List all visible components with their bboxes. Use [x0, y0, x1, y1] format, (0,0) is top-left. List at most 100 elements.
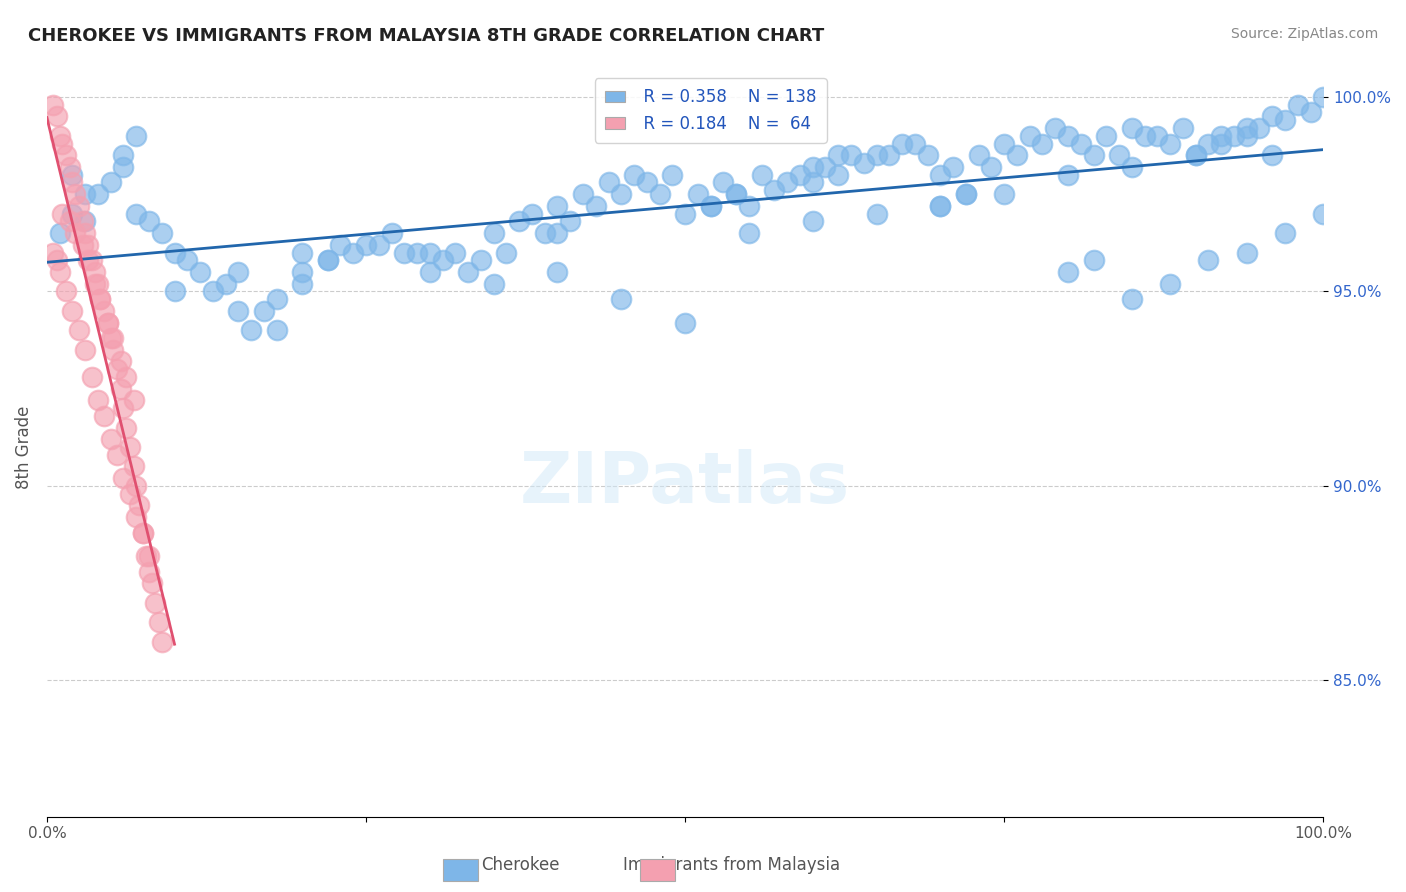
Point	[738, 199, 761, 213]
Point	[84, 277, 107, 291]
Point	[725, 187, 748, 202]
Y-axis label: 8th Grade: 8th Grade	[15, 405, 32, 489]
Point	[508, 214, 530, 228]
Point	[59, 214, 82, 228]
Point	[1057, 128, 1080, 143]
Point	[75, 187, 97, 202]
Point	[776, 176, 799, 190]
Point	[520, 206, 543, 220]
Point	[980, 160, 1002, 174]
Point	[419, 265, 441, 279]
Point	[546, 199, 568, 213]
Point	[929, 199, 952, 213]
Point	[917, 148, 939, 162]
Point	[75, 214, 97, 228]
Point	[801, 176, 824, 190]
Point	[80, 370, 103, 384]
Point	[1171, 121, 1194, 136]
Point	[266, 323, 288, 337]
Point	[839, 148, 862, 162]
Point	[801, 160, 824, 174]
Point	[93, 303, 115, 318]
Text: Source: ZipAtlas.com: Source: ZipAtlas.com	[1230, 27, 1378, 41]
Point	[329, 237, 352, 252]
Point	[482, 226, 505, 240]
Point	[55, 285, 77, 299]
Point	[1108, 148, 1130, 162]
Point	[131, 525, 153, 540]
Point	[763, 183, 786, 197]
Point	[125, 206, 148, 220]
Point	[75, 226, 97, 240]
Point	[533, 226, 555, 240]
Point	[122, 393, 145, 408]
Point	[138, 565, 160, 579]
Point	[827, 148, 849, 162]
Point	[686, 187, 709, 202]
Point	[1121, 121, 1143, 136]
Point	[291, 277, 314, 291]
Point	[380, 226, 402, 240]
Point	[585, 199, 607, 213]
Text: Immigrants from Malaysia: Immigrants from Malaysia	[623, 855, 839, 873]
Point	[1236, 245, 1258, 260]
Point	[699, 199, 721, 213]
Point	[789, 168, 811, 182]
Point	[342, 245, 364, 260]
Point	[827, 168, 849, 182]
Point	[1159, 277, 1181, 291]
Point	[444, 245, 467, 260]
Point	[1083, 148, 1105, 162]
Point	[46, 109, 69, 123]
Point	[115, 420, 138, 434]
Point	[1184, 148, 1206, 162]
Point	[1261, 148, 1284, 162]
Point	[118, 486, 141, 500]
Point	[993, 136, 1015, 151]
Point	[1095, 128, 1118, 143]
Point	[432, 253, 454, 268]
Point	[725, 187, 748, 202]
Point	[46, 253, 69, 268]
Point	[1197, 136, 1219, 151]
Point	[125, 128, 148, 143]
Point	[110, 354, 132, 368]
Point	[470, 253, 492, 268]
Point	[1211, 128, 1233, 143]
Point	[42, 97, 65, 112]
Point	[291, 265, 314, 279]
Point	[814, 160, 837, 174]
Point	[176, 253, 198, 268]
Point	[1312, 90, 1334, 104]
Point	[100, 331, 122, 345]
Point	[610, 292, 633, 306]
Point	[929, 199, 952, 213]
Point	[942, 160, 965, 174]
Point	[89, 292, 111, 306]
Point	[1211, 136, 1233, 151]
Point	[1159, 136, 1181, 151]
Point	[103, 331, 125, 345]
Point	[87, 277, 110, 291]
Point	[291, 245, 314, 260]
Point	[228, 265, 250, 279]
Point	[150, 634, 173, 648]
Point	[55, 148, 77, 162]
Point	[122, 459, 145, 474]
Point	[131, 525, 153, 540]
Point	[48, 226, 70, 240]
Point	[1312, 206, 1334, 220]
Text: ZIPatlas: ZIPatlas	[520, 450, 851, 518]
Point	[135, 549, 157, 563]
Point	[1299, 105, 1322, 120]
Point	[72, 237, 94, 252]
Point	[648, 187, 671, 202]
Point	[1121, 160, 1143, 174]
Point	[62, 303, 84, 318]
Point	[1286, 97, 1309, 112]
Point	[75, 343, 97, 357]
Point	[1249, 121, 1271, 136]
Point	[62, 168, 84, 182]
Point	[105, 362, 128, 376]
Point	[1070, 136, 1092, 151]
